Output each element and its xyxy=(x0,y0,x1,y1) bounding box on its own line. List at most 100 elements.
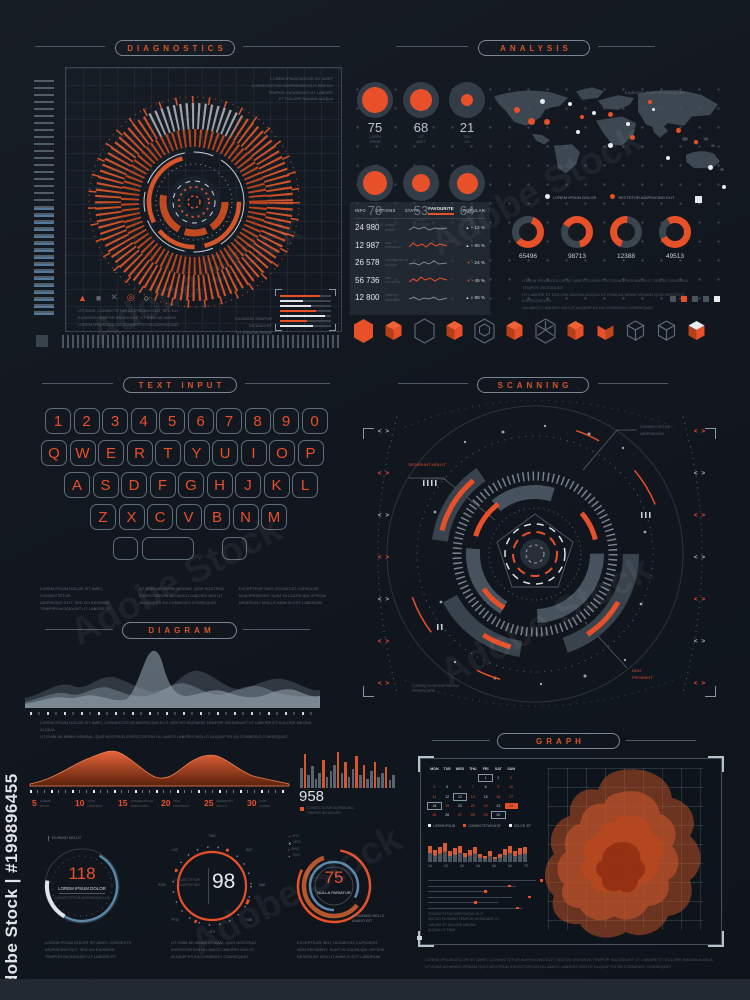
chevron-icon[interactable]: < > xyxy=(693,638,707,645)
key-blank-right[interactable] xyxy=(222,537,247,560)
bar[interactable] xyxy=(448,851,452,862)
donut-chart[interactable]: 12388 xyxy=(610,216,642,260)
dot-plot-row[interactable] xyxy=(428,895,558,901)
calendar-cell[interactable]: 9 xyxy=(497,785,500,790)
calendar-cell[interactable] xyxy=(505,812,518,818)
cube-hex-icon[interactable] xyxy=(382,318,405,344)
stat-circle[interactable]: 68 SIT AMET xyxy=(398,82,444,145)
calendar-cell[interactable]: 30 xyxy=(491,810,506,819)
map-data-dot[interactable] xyxy=(694,140,698,144)
stat-circle[interactable]: 21 SED DO xyxy=(444,82,490,145)
key[interactable]: L xyxy=(292,472,318,498)
key[interactable]: 8 xyxy=(244,408,271,434)
map-data-dot[interactable] xyxy=(630,135,635,140)
map-data-dot[interactable] xyxy=(528,118,535,125)
chevron-icon[interactable]: < > xyxy=(693,428,707,435)
bar[interactable] xyxy=(311,766,314,788)
dot-plot-row[interactable] xyxy=(428,884,558,890)
key[interactable]: W xyxy=(69,440,96,466)
bar[interactable] xyxy=(322,760,325,788)
key[interactable]: B xyxy=(204,504,230,530)
bar[interactable] xyxy=(351,769,355,788)
key[interactable]: 0 xyxy=(301,408,328,434)
key-blank-left[interactable] xyxy=(113,537,138,560)
cube-hex-icon[interactable] xyxy=(413,318,436,344)
chevron-icon[interactable]: < > xyxy=(377,596,391,603)
calendar-cell[interactable]: 16 xyxy=(496,794,501,799)
milestone[interactable]: 30 DUIS AUTEM xyxy=(247,798,290,808)
bar[interactable] xyxy=(392,775,395,788)
bar[interactable] xyxy=(355,756,358,788)
key[interactable]: Q xyxy=(41,440,67,466)
chevron-icon[interactable]: < > xyxy=(377,512,391,519)
chevron-icon[interactable]: < > xyxy=(693,554,707,561)
dot-plot-row[interactable] xyxy=(428,889,558,895)
bar[interactable] xyxy=(483,856,487,862)
chevron-icon[interactable]: < > xyxy=(693,512,707,519)
map-data-dot[interactable] xyxy=(608,143,613,148)
bar[interactable] xyxy=(314,779,318,788)
bar[interactable] xyxy=(344,762,347,788)
cube-hex-icon[interactable] xyxy=(594,318,617,344)
bar[interactable] xyxy=(373,762,377,788)
calendar-cell[interactable]: 14 xyxy=(470,794,475,799)
key[interactable]: C xyxy=(147,504,173,530)
bar[interactable] xyxy=(362,765,366,788)
bar[interactable] xyxy=(340,773,344,788)
marker-icon[interactable]: ■ xyxy=(95,292,102,303)
calendar-cell[interactable]: 4 xyxy=(433,785,436,790)
map-data-dot[interactable] xyxy=(580,115,584,119)
dot-plot-row[interactable] xyxy=(428,878,558,884)
map-data-dot[interactable] xyxy=(652,108,655,111)
key[interactable]: T xyxy=(155,440,181,466)
progress-bar[interactable] xyxy=(280,300,331,302)
bar[interactable] xyxy=(318,773,321,788)
key[interactable]: 3 xyxy=(102,408,128,434)
expand-square-icon[interactable] xyxy=(695,196,702,203)
marker-icon[interactable]: ◎ xyxy=(126,292,135,302)
bar[interactable] xyxy=(325,777,329,788)
cube-hex-icon[interactable] xyxy=(352,318,375,344)
milestone[interactable]: 20 NON PROIDENT xyxy=(161,798,204,808)
key[interactable]: O xyxy=(269,440,295,466)
key[interactable]: R xyxy=(126,440,153,466)
bar[interactable] xyxy=(453,848,457,862)
key[interactable]: 5 xyxy=(159,408,185,434)
table-tab[interactable]: STATS xyxy=(404,208,419,213)
table-tab[interactable]: FAVOURITE xyxy=(428,206,454,215)
dot-plot-row[interactable] xyxy=(428,906,558,912)
bar[interactable] xyxy=(513,851,517,862)
table-row[interactable]: 24 980 LOREM IPSUM ▲ + 12 % xyxy=(355,219,485,237)
calendar-cell[interactable]: 18 xyxy=(427,801,442,810)
bar[interactable] xyxy=(303,754,307,788)
key[interactable]: V xyxy=(175,504,202,530)
calendar-cell[interactable] xyxy=(441,775,454,781)
key[interactable]: H xyxy=(206,472,233,498)
progress-bar[interactable] xyxy=(280,325,331,327)
bar[interactable] xyxy=(493,857,497,862)
table-tab[interactable]: OPTIONS xyxy=(375,208,396,213)
donut-chart[interactable]: 98713 xyxy=(561,216,593,260)
calendar-cell[interactable]: 12 xyxy=(445,794,450,799)
map-data-dot[interactable] xyxy=(708,165,713,170)
bar[interactable] xyxy=(498,854,502,862)
indicator-square[interactable] xyxy=(703,296,709,302)
calendar-cell[interactable]: 11 xyxy=(432,794,437,799)
chevron-icon[interactable]: < > xyxy=(377,554,391,561)
calendar-cell[interactable]: 13 xyxy=(452,792,468,801)
table-row[interactable]: 26 578 CONSECTETUR ALIQUIP ▼ - 24 % xyxy=(355,254,485,272)
bar[interactable] xyxy=(329,771,332,788)
calendar-cell[interactable]: 22 xyxy=(483,803,488,808)
key[interactable]: U xyxy=(212,440,238,466)
bar[interactable] xyxy=(428,846,432,862)
calendar-cell[interactable]: 26 xyxy=(445,812,450,817)
gauge3-content[interactable]: 75 NULLA PARIATUR xyxy=(294,868,374,895)
calendar-cell[interactable]: 3 xyxy=(510,776,513,781)
calendar-cell[interactable]: 24 xyxy=(504,802,518,809)
key[interactable]: G xyxy=(178,472,204,498)
chevron-icon[interactable]: < > xyxy=(377,470,391,477)
bar[interactable] xyxy=(347,777,351,788)
progress-bar[interactable] xyxy=(280,305,331,307)
cube-hex-icon[interactable] xyxy=(564,318,587,344)
cube-hex-icon[interactable] xyxy=(655,318,678,344)
